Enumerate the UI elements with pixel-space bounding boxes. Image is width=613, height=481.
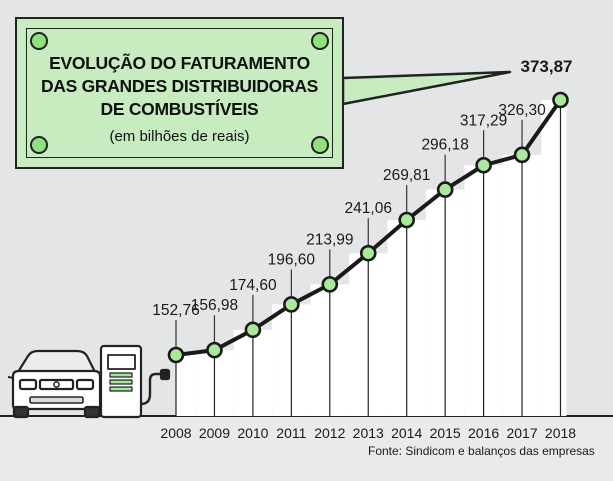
year-layer: 2008 2009 2010 2011 2012 2013 2014 2015 2016 2017… (160, 425, 576, 441)
data-point (475, 156, 492, 174)
year-tick-label: 2011 (276, 425, 306, 441)
year-tick-label: 2012 (314, 425, 345, 441)
data-label: 373,87 (521, 57, 573, 76)
title-inner-frame (26, 28, 333, 158)
data-label: 196,60 (268, 251, 316, 268)
corner-dot-icon (311, 136, 329, 154)
data-label: 269,81 (383, 167, 430, 184)
corner-dot-icon (311, 32, 329, 50)
title-line: DAS GRANDES DISTRIBUIDORAS (40, 76, 319, 96)
data-point (167, 346, 185, 364)
year-tick-label: 2009 (199, 425, 230, 441)
data-label: 156,98 (191, 297, 238, 314)
year-tick-label: 2014 (391, 425, 422, 441)
data-point (283, 296, 300, 313)
data-point (206, 341, 223, 359)
data-label: 317,29 (460, 112, 507, 129)
data-label: 213,99 (306, 231, 353, 248)
car-icon (7, 349, 102, 419)
marker-layer (167, 91, 569, 364)
corner-dot-icon (30, 136, 48, 154)
data-point (244, 321, 262, 339)
title-line: EVOLUÇÃO DO FATURAMENTO (49, 53, 310, 73)
ground (0, 416, 613, 481)
year-tick-label: 2010 (237, 425, 268, 441)
data-point (321, 276, 339, 293)
data-point (436, 181, 454, 198)
bars-layer (175, 100, 567, 417)
title-line: DE COMBUSTÍVEIS (100, 99, 259, 119)
year-tick-label: 2015 (430, 425, 461, 441)
fuel-pump-icon (99, 344, 171, 419)
year-tick-label: 2017 (506, 425, 537, 441)
chart-subtitle: (em bilhões de reais) (109, 128, 250, 145)
title-box: EVOLUÇÃO DO FATURAMENTO DAS GRANDES DIST… (15, 17, 344, 169)
column-fill (176, 355, 196, 416)
data-point (398, 211, 416, 229)
column-fill (541, 100, 567, 416)
data-point (552, 91, 569, 109)
data-label: 296,18 (421, 137, 468, 154)
leader-layer (175, 119, 523, 349)
data-point (513, 146, 531, 164)
year-tick-label: 2018 (545, 425, 576, 441)
corner-dot-icon (30, 32, 48, 50)
data-label: 152,76 (152, 302, 199, 319)
data-label: 241,06 (345, 200, 392, 217)
year-tick-label: 2016 (468, 425, 499, 441)
data-label: 326,30 (498, 102, 546, 119)
source-note: Fonte: Sindicom e balanços das empresas (368, 444, 595, 458)
chart-title: EVOLUÇÃO DO FATURAMENTO DAS GRANDES DIST… (17, 52, 342, 121)
data-point (359, 244, 377, 262)
year-tick-label: 2008 (160, 425, 191, 441)
year-tick-label: 2013 (353, 425, 384, 441)
data-label: 174,60 (229, 277, 277, 294)
